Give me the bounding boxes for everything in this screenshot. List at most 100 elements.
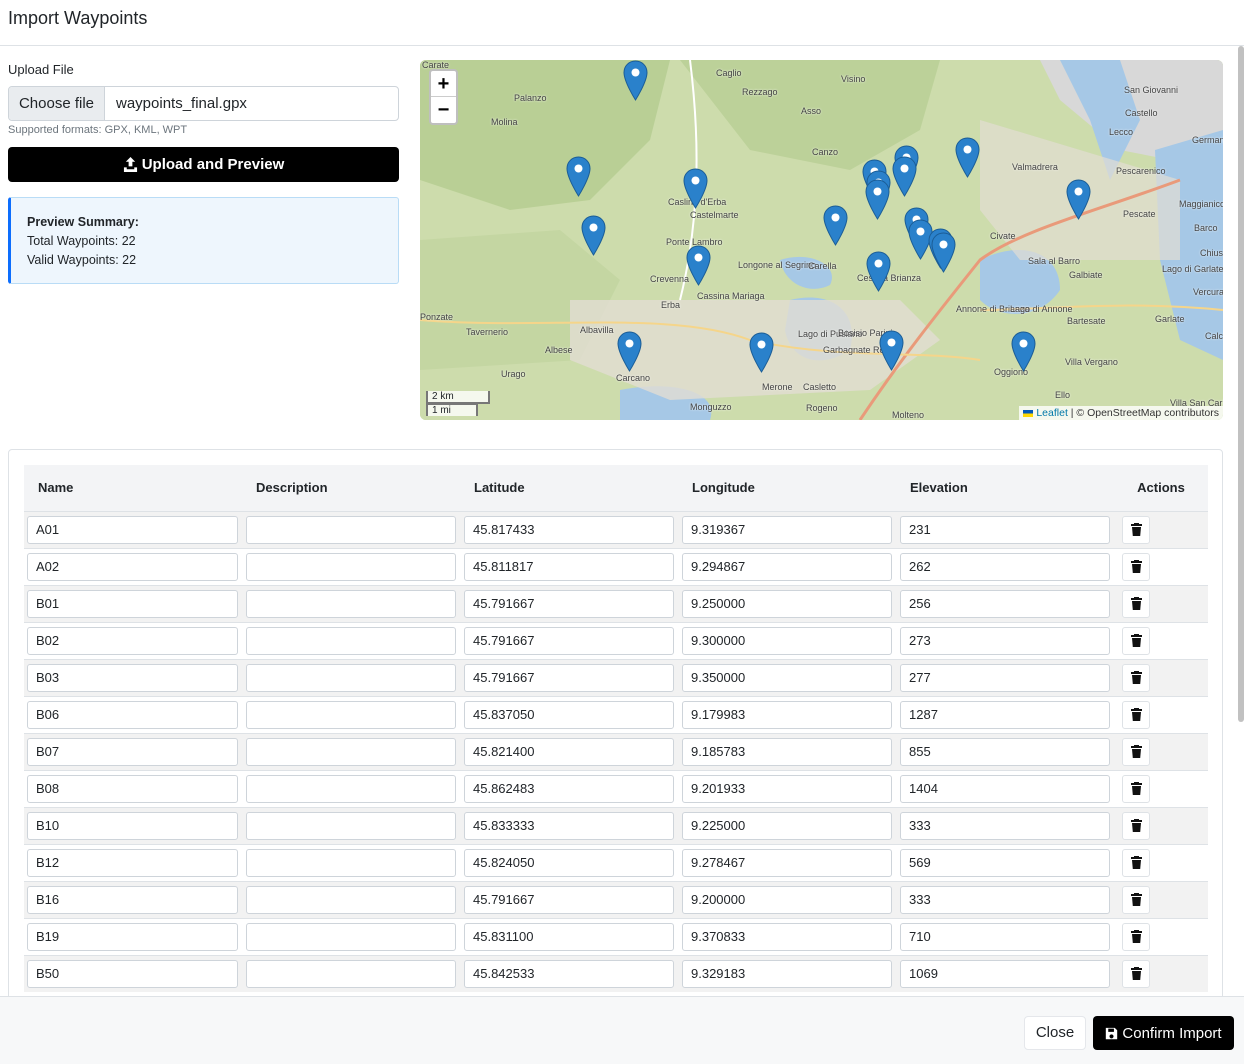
delete-button[interactable] (1122, 811, 1150, 840)
waypoint-marker-icon[interactable] (1066, 179, 1091, 220)
description-field[interactable] (246, 774, 456, 803)
name-field[interactable]: B02 (27, 626, 238, 655)
description-field[interactable] (246, 589, 456, 618)
delete-button[interactable] (1122, 589, 1150, 618)
name-field[interactable]: B06 (27, 700, 238, 729)
waypoint-marker-icon[interactable] (683, 168, 708, 209)
description-field[interactable] (246, 959, 456, 988)
longitude-field[interactable]: 9.250000 (682, 589, 892, 618)
description-field[interactable] (246, 811, 456, 840)
delete-button[interactable] (1122, 552, 1150, 581)
elevation-field[interactable]: 256 (900, 589, 1110, 618)
description-field[interactable] (246, 552, 456, 581)
longitude-field[interactable]: 9.201933 (682, 774, 892, 803)
longitude-field[interactable]: 9.179983 (682, 700, 892, 729)
file-input[interactable]: Choose file waypoints_final.gpx (8, 86, 399, 121)
description-field[interactable] (246, 515, 456, 544)
name-field[interactable]: B50 (27, 959, 238, 988)
waypoint-marker-icon[interactable] (823, 205, 848, 246)
confirm-import-button[interactable]: Confirm Import (1093, 1016, 1234, 1050)
waypoint-map[interactable]: Carate Caglio Visino Rezzago Palanzo Molina As… (420, 60, 1223, 420)
waypoint-marker-icon[interactable] (908, 219, 933, 260)
delete-button[interactable] (1122, 774, 1150, 803)
waypoint-marker-icon[interactable] (955, 137, 980, 178)
description-field[interactable] (246, 663, 456, 692)
name-field[interactable]: A01 (27, 515, 238, 544)
description-field[interactable] (246, 885, 456, 914)
modal-scrollbar[interactable] (1238, 46, 1244, 722)
elevation-field[interactable]: 1069 (900, 959, 1110, 988)
delete-button[interactable] (1122, 848, 1150, 877)
name-field[interactable]: B12 (27, 848, 238, 877)
elevation-field[interactable]: 333 (900, 885, 1110, 914)
description-field[interactable] (246, 922, 456, 951)
waypoint-marker-icon[interactable] (566, 156, 591, 197)
elevation-field[interactable]: 1287 (900, 700, 1110, 729)
delete-button[interactable] (1122, 737, 1150, 766)
longitude-field[interactable]: 9.300000 (682, 626, 892, 655)
longitude-field[interactable]: 9.294867 (682, 552, 892, 581)
name-field[interactable]: A02 (27, 552, 238, 581)
zoom-in-button[interactable]: + (431, 71, 456, 97)
latitude-field[interactable]: 45.837050 (464, 700, 674, 729)
longitude-field[interactable]: 9.329183 (682, 959, 892, 988)
delete-button[interactable] (1122, 626, 1150, 655)
latitude-field[interactable]: 45.791667 (464, 626, 674, 655)
latitude-field[interactable]: 45.791667 (464, 589, 674, 618)
delete-button[interactable] (1122, 922, 1150, 951)
latitude-field[interactable]: 45.811817 (464, 552, 674, 581)
latitude-field[interactable]: 45.817433 (464, 515, 674, 544)
elevation-field[interactable]: 277 (900, 663, 1110, 692)
elevation-field[interactable]: 855 (900, 737, 1110, 766)
elevation-field[interactable]: 231 (900, 515, 1110, 544)
name-field[interactable]: B01 (27, 589, 238, 618)
waypoint-marker-icon[interactable] (865, 179, 890, 220)
latitude-field[interactable]: 45.862483 (464, 774, 674, 803)
name-field[interactable]: B16 (27, 885, 238, 914)
name-field[interactable]: B19 (27, 922, 238, 951)
elevation-field[interactable]: 333 (900, 811, 1110, 840)
longitude-field[interactable]: 9.225000 (682, 811, 892, 840)
close-button[interactable]: Close (1024, 1016, 1086, 1050)
waypoint-marker-icon[interactable] (866, 251, 891, 292)
longitude-field[interactable]: 9.200000 (682, 885, 892, 914)
longitude-field[interactable]: 9.350000 (682, 663, 892, 692)
delete-button[interactable] (1122, 959, 1150, 988)
waypoint-marker-icon[interactable] (617, 331, 642, 372)
latitude-field[interactable]: 45.831100 (464, 922, 674, 951)
delete-button[interactable] (1122, 515, 1150, 544)
latitude-field[interactable]: 45.791667 (464, 885, 674, 914)
description-field[interactable] (246, 848, 456, 877)
description-field[interactable] (246, 700, 456, 729)
leaflet-link[interactable]: Leaflet (1036, 407, 1068, 419)
name-field[interactable]: B10 (27, 811, 238, 840)
delete-button[interactable] (1122, 700, 1150, 729)
waypoint-marker-icon[interactable] (686, 245, 711, 286)
delete-button[interactable] (1122, 663, 1150, 692)
delete-button[interactable] (1122, 885, 1150, 914)
elevation-field[interactable]: 710 (900, 922, 1110, 951)
waypoint-marker-icon[interactable] (879, 330, 904, 371)
name-field[interactable]: B03 (27, 663, 238, 692)
longitude-field[interactable]: 9.185783 (682, 737, 892, 766)
longitude-field[interactable]: 9.370833 (682, 922, 892, 951)
name-field[interactable]: B07 (27, 737, 238, 766)
description-field[interactable] (246, 737, 456, 766)
latitude-field[interactable]: 45.833333 (464, 811, 674, 840)
waypoint-marker-icon[interactable] (1011, 331, 1036, 372)
elevation-field[interactable]: 1404 (900, 774, 1110, 803)
longitude-field[interactable]: 9.278467 (682, 848, 892, 877)
zoom-out-button[interactable]: − (437, 99, 450, 121)
latitude-field[interactable]: 45.842533 (464, 959, 674, 988)
upload-preview-button[interactable]: Upload and Preview (8, 147, 399, 182)
waypoint-marker-icon[interactable] (623, 60, 648, 101)
description-field[interactable] (246, 626, 456, 655)
elevation-field[interactable]: 273 (900, 626, 1110, 655)
longitude-field[interactable]: 9.319367 (682, 515, 892, 544)
waypoint-marker-icon[interactable] (581, 215, 606, 256)
elevation-field[interactable]: 569 (900, 848, 1110, 877)
latitude-field[interactable]: 45.824050 (464, 848, 674, 877)
latitude-field[interactable]: 45.821400 (464, 737, 674, 766)
waypoint-marker-icon[interactable] (892, 156, 917, 197)
name-field[interactable]: B08 (27, 774, 238, 803)
